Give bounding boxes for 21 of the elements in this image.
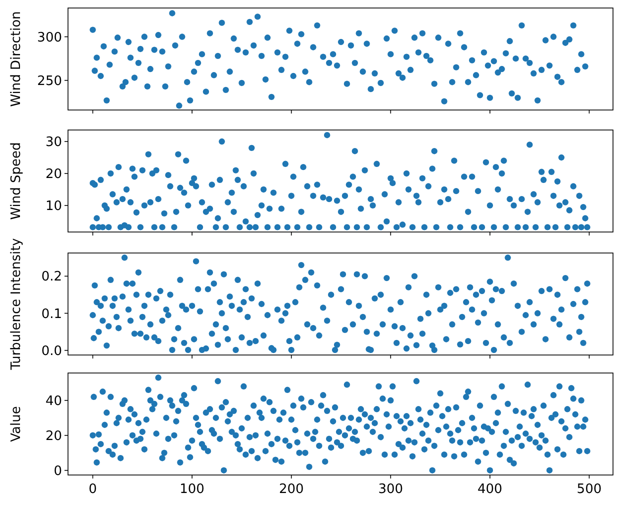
y-tick-label: 250 [37,74,62,89]
y-tick-label: 0.0 [41,344,62,359]
y-axis-title: Turbulence Intensity [9,238,24,371]
x-tick-label: 400 [478,482,502,497]
x-tick-label: 200 [278,482,304,497]
y-tick-label: 300 [37,30,62,46]
y-tick-label: 20 [45,428,62,444]
y-tick-label: 0 [54,464,62,479]
y-axis-title: Wind Direction [9,11,24,107]
y-tick-label: 10 [45,199,62,214]
x-tick-label: 300 [378,482,404,497]
y-tick-label: 40 [45,394,62,409]
y-tick-label: 20 [45,167,62,182]
y-tick-label: 30 [45,135,62,150]
x-tick-label: 0 [88,482,97,497]
y-axis-title: Wind Speed [9,142,24,220]
x-tick-label: 100 [180,482,204,497]
x-tick-label: 500 [576,482,602,497]
y-tick-label: 0.2 [41,270,62,285]
y-tick-label: 0.1 [41,306,62,322]
y-axis-title: Value [9,406,24,442]
